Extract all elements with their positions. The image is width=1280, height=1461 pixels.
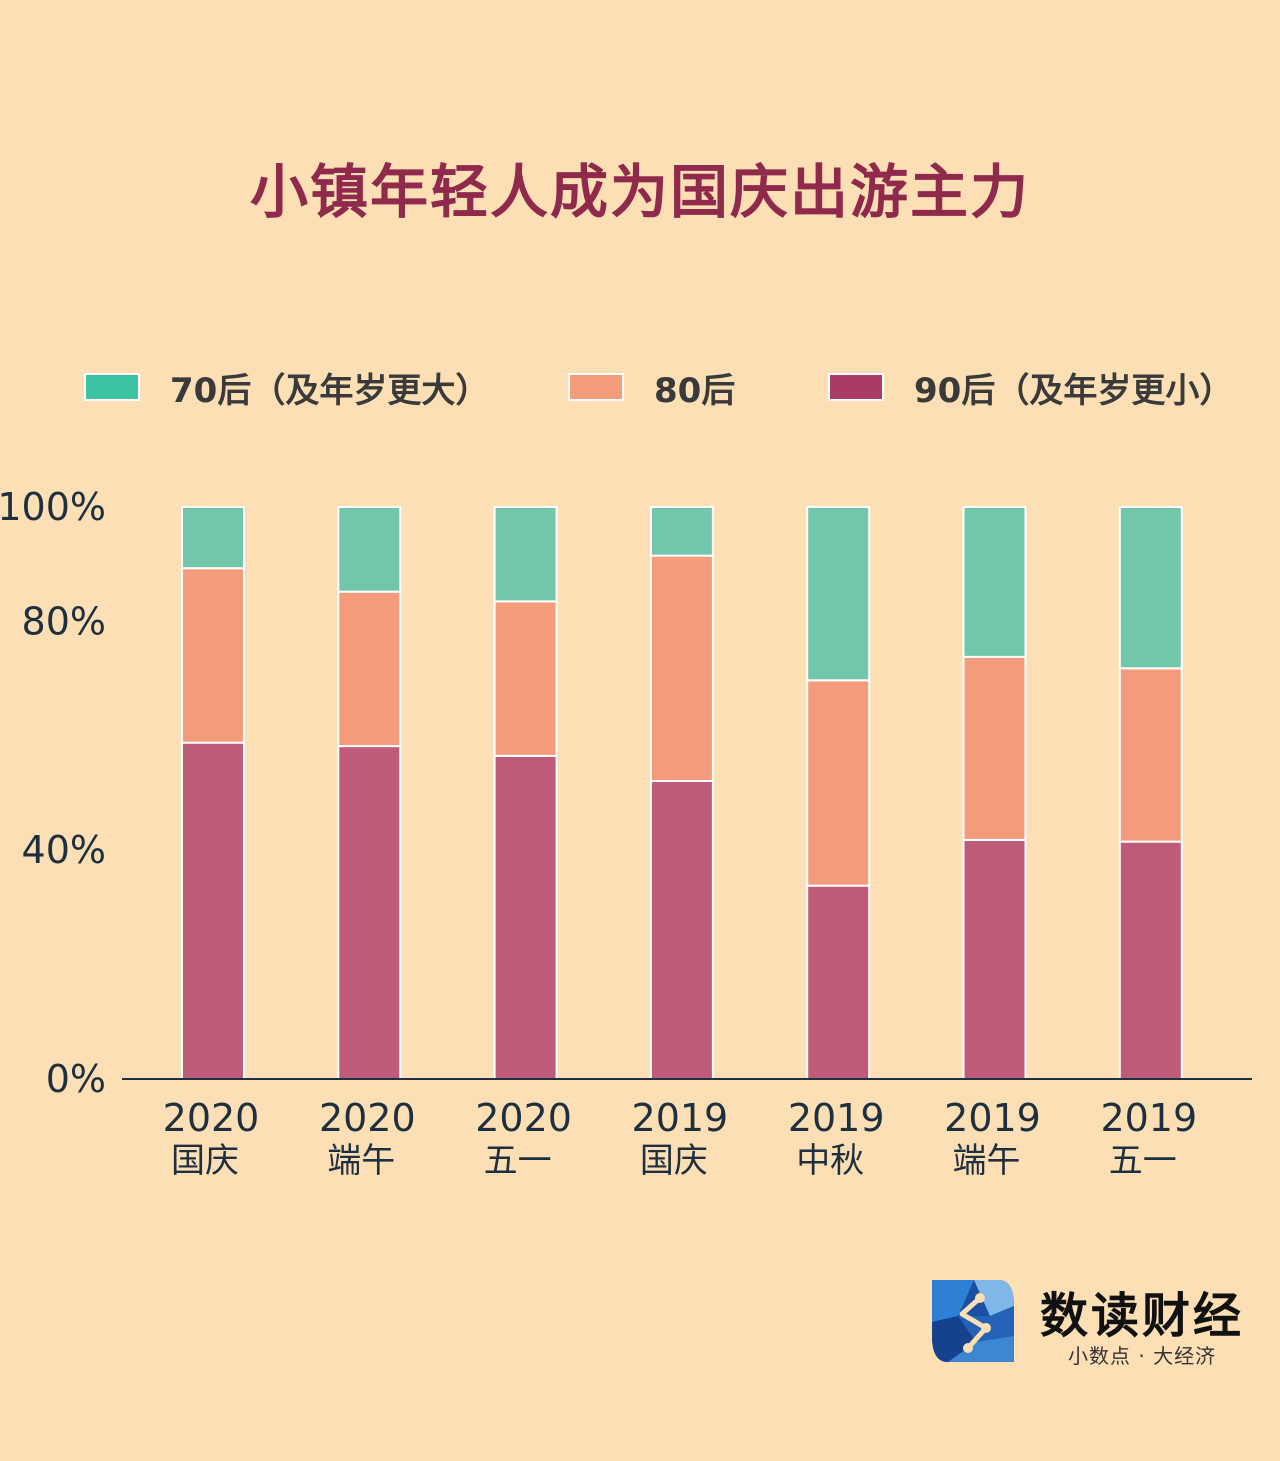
x-tick-label-year: 2019 xyxy=(632,1096,729,1140)
bar-segment-0-3 xyxy=(649,779,714,1080)
x-tick-label-holiday: 国庆 xyxy=(171,1141,239,1181)
legend-item-80s: 80后 xyxy=(568,362,735,412)
bar-segment-2-0 xyxy=(181,506,245,570)
logo-slogan: 小数点 · 大经济 xyxy=(1068,1344,1217,1368)
bar-segment-0-6 xyxy=(1118,840,1183,1080)
x-tick-label-holiday: 中秋 xyxy=(796,1141,864,1181)
x-tick-label-holiday: 五一 xyxy=(1109,1141,1177,1181)
x-tick-label-year: 2019 xyxy=(1100,1096,1197,1140)
x-tick-label-year: 2020 xyxy=(319,1096,416,1140)
y-tick-label: 40% xyxy=(22,828,106,872)
bar-segment-2-1 xyxy=(337,506,402,593)
legend-item-90s: 90后（及年岁更小） xyxy=(828,362,1233,412)
y-tick-label: 80% xyxy=(22,599,106,643)
bar-segment-2-3 xyxy=(649,506,714,557)
bar-segment-1-4 xyxy=(806,679,871,887)
legend-swatch-80s xyxy=(568,373,624,401)
x-tick-label-year: 2020 xyxy=(163,1096,260,1140)
x-tick-label-year: 2019 xyxy=(788,1096,885,1140)
x-tick-label-holiday: 五一 xyxy=(484,1141,552,1181)
x-tick-label-year: 2019 xyxy=(944,1096,1041,1140)
bar-segment-2-2 xyxy=(493,506,558,603)
legend-swatch-70s xyxy=(84,373,140,401)
bar-segment-0-2 xyxy=(493,754,558,1080)
bar-segment-2-5 xyxy=(962,506,1027,658)
bar-segment-1-0 xyxy=(181,567,245,744)
legend-label-80s: 80后 xyxy=(654,370,736,411)
x-tick-label-holiday: 端午 xyxy=(327,1141,395,1181)
logo-name: 数读财经 xyxy=(1040,1288,1245,1344)
bar-segment-2-4 xyxy=(806,506,871,682)
legend-swatch-90s xyxy=(828,373,884,401)
y-tick-label: 100% xyxy=(0,485,106,529)
bar-segment-1-2 xyxy=(493,600,558,757)
bar-segment-1-3 xyxy=(649,554,714,782)
bar-segment-0-5 xyxy=(962,838,1027,1080)
bar-segment-0-0 xyxy=(181,741,245,1080)
legend-label-70s: 70后（及年岁更大） xyxy=(170,370,490,411)
shuduo-logo-icon xyxy=(932,1280,1014,1362)
bar-segment-1-6 xyxy=(1118,667,1183,843)
bar-segment-1-5 xyxy=(962,655,1027,841)
x-tick-label-holiday: 端午 xyxy=(953,1141,1021,1181)
bar-segment-2-6 xyxy=(1118,506,1183,670)
chart-title: 小镇年轻人成为国庆出游主力 xyxy=(249,158,1030,226)
x-tick-label-year: 2020 xyxy=(475,1096,572,1140)
legend-item-70s: 70后（及年岁更大） xyxy=(84,362,489,412)
y-tick-label: 0% xyxy=(46,1057,106,1101)
bar-segment-0-1 xyxy=(337,745,402,1080)
x-tick-label-holiday: 国庆 xyxy=(640,1141,708,1181)
bar-segment-1-1 xyxy=(337,590,402,748)
logo: 数读财经 小数点 · 大经济 xyxy=(928,1274,1258,1374)
legend-label-90s: 90后（及年岁更小） xyxy=(914,370,1234,411)
bar-segment-0-4 xyxy=(806,884,871,1080)
stacked-bar-chart: 2020国庆2020端午2020五一2019国庆2019中秋2019端午2019… xyxy=(0,485,1252,1181)
